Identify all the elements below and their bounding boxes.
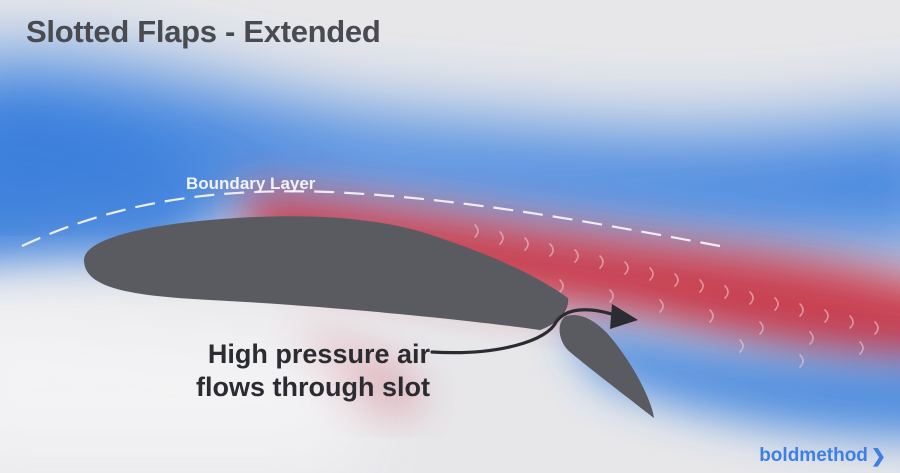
boundary-layer-label: Boundary Layer (186, 174, 316, 193)
brand-logo: boldmethod ❯ (759, 445, 886, 467)
page-title: Slotted Flaps - Extended (26, 14, 381, 49)
upper-flow-blue (0, 56, 900, 250)
brand-name: boldmethod (759, 445, 868, 466)
arrowhead-icon (610, 304, 638, 329)
lower-flow-blue (560, 320, 900, 439)
main-airfoil (84, 216, 569, 330)
chevron-right-icon: ❯ (870, 445, 886, 466)
slotted-flap (559, 314, 654, 418)
boundary-layer-line (21, 190, 721, 248)
callout-line-2: flows through slot (196, 372, 430, 402)
lower-white-field (0, 295, 360, 470)
flow-hooks (474, 224, 879, 368)
slot-flow-arrow (430, 308, 620, 355)
slot-callout: High pressure air flows through slot (196, 338, 430, 404)
callout-line-1: High pressure air (207, 339, 430, 369)
